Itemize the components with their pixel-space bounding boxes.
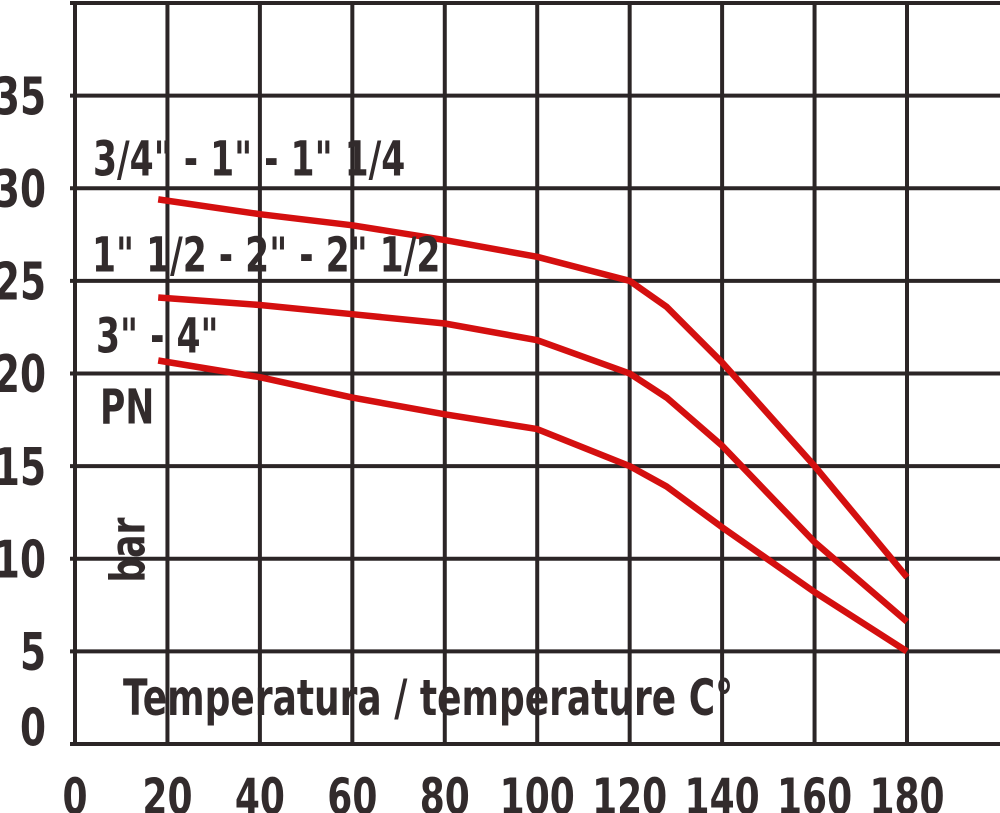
curve-label-2: 1" 1/2 - 2" - 2" 1/2 [92, 227, 440, 283]
y-axis-label-pn: PN [100, 379, 154, 435]
curve-label-3: 3" - 4" [96, 308, 218, 364]
y-tick-label-5: 5 [20, 622, 46, 683]
curve-label-1: 3/4" - 1" - 1" 1/4 [93, 131, 405, 187]
x-tick-label-20: 20 [142, 769, 192, 813]
curve-1 [157, 196, 910, 580]
y-tick-label-25: 25 [0, 251, 46, 312]
x-tick-label-80: 80 [420, 769, 470, 813]
y-axis-unit-bar: bar [100, 517, 156, 582]
x-tick-label-60: 60 [327, 769, 377, 813]
x-tick-label-100: 100 [500, 769, 575, 813]
y-tick-label-35: 35 [0, 66, 46, 127]
x-tick-label-0: 0 [62, 769, 87, 813]
x-tick-label-140: 140 [685, 769, 760, 813]
x-axis-label-temperature: Temperatura / temperature C° [123, 670, 733, 727]
y-tick-label-20: 20 [0, 344, 46, 405]
curve-2 [157, 294, 910, 625]
x-tick-label-120: 120 [592, 769, 667, 813]
x-tick-label-180: 180 [869, 769, 944, 813]
curve-3 [157, 357, 909, 655]
x-tick-label-40: 40 [235, 769, 285, 813]
x-tick-label-160: 160 [777, 769, 852, 813]
y-tick-label-15: 15 [0, 437, 46, 498]
y-tick-label-0: 0 [20, 698, 46, 759]
y-tick-label-10: 10 [0, 529, 46, 590]
y-tick-label-30: 30 [0, 159, 46, 220]
